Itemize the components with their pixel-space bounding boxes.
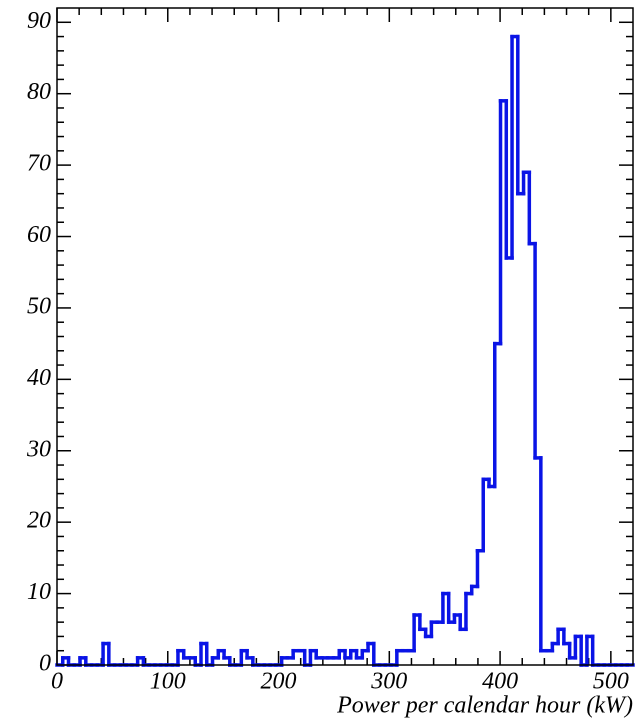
y-tick-label: 0 [39,651,51,677]
x-tick-label: 0 [51,669,63,695]
y-tick-label: 70 [27,151,51,177]
y-tick-label: 60 [27,222,51,248]
y-tick-label: 90 [27,8,51,34]
x-tick-label: 400 [482,669,518,695]
y-tick-label: 10 [27,579,51,605]
plot-frame [56,7,634,666]
x-tick-label: 200 [261,669,297,695]
x-tick-label: 300 [370,669,407,695]
y-tick-label: 80 [27,79,51,105]
y-tick-label: 40 [27,365,51,391]
x-axis-label: Power per calendar hour (kW) [336,693,633,719]
x-tick-label: 100 [150,669,186,695]
y-tick-label: 50 [27,293,51,319]
x-tick-label: 500 [593,669,629,695]
y-tick-label: 30 [26,436,51,462]
y-tick-label: 20 [27,508,51,534]
